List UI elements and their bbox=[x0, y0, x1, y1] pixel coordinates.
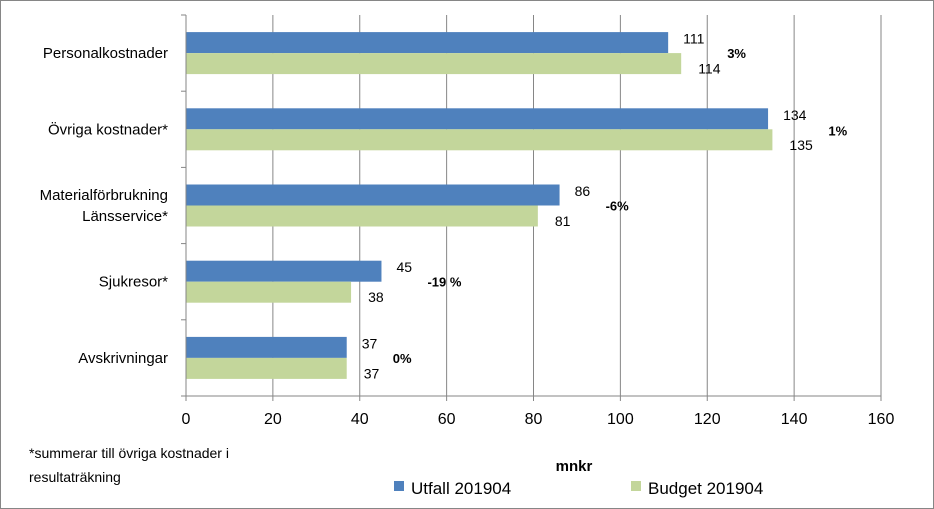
bar-budget bbox=[186, 281, 352, 303]
bar-utfall bbox=[186, 260, 382, 282]
legend-swatch-utfall bbox=[394, 481, 404, 491]
data-label: 38 bbox=[368, 289, 384, 305]
bar-utfall bbox=[186, 336, 347, 358]
x-tick-label: 0 bbox=[182, 411, 191, 428]
data-label: 45 bbox=[396, 259, 412, 275]
bar-budget bbox=[186, 53, 682, 75]
x-tick-label: 100 bbox=[607, 411, 634, 428]
category-label: Sjukresor* bbox=[99, 274, 168, 291]
category-label: Materialförbrukning bbox=[40, 187, 168, 204]
category-label: Personalkostnader bbox=[43, 45, 168, 62]
legend-label-budget: Budget 201904 bbox=[648, 479, 763, 498]
bar-budget bbox=[186, 129, 773, 151]
percent-label: 0% bbox=[393, 351, 412, 366]
data-label: 81 bbox=[555, 213, 571, 229]
data-label: 37 bbox=[362, 335, 378, 351]
legend: Utfall 201904 Budget 201904 bbox=[394, 479, 763, 498]
footnote-line-1: *summerar till övriga kostnader i bbox=[29, 445, 229, 461]
percent-label: 3% bbox=[727, 46, 746, 61]
percent-label: -6% bbox=[606, 199, 630, 214]
legend-swatch-budget bbox=[631, 481, 641, 491]
bar-budget bbox=[186, 357, 347, 379]
bar-utfall bbox=[186, 184, 560, 206]
category-label: Övriga kostnader* bbox=[48, 120, 168, 138]
data-label: 37 bbox=[364, 365, 380, 381]
axis bbox=[181, 14, 882, 401]
bar-utfall bbox=[186, 32, 669, 54]
data-label: 135 bbox=[789, 137, 813, 153]
category-label: Länsservice* bbox=[82, 208, 168, 225]
x-tick-label: 120 bbox=[694, 411, 721, 428]
data-label: 86 bbox=[575, 183, 591, 199]
x-tick-label: 20 bbox=[264, 411, 282, 428]
x-tick-label: 160 bbox=[868, 411, 895, 428]
x-tick-label: 40 bbox=[351, 411, 369, 428]
category-label: Avskrivningar bbox=[78, 350, 168, 367]
labels: 0 20 40 60 80 100 120 140 160 Personalkostnader 11… bbox=[40, 31, 895, 428]
x-tick-label: 80 bbox=[525, 411, 543, 428]
x-tick-label: 140 bbox=[781, 411, 808, 428]
x-axis-label: mnkr bbox=[556, 458, 593, 475]
bar-budget bbox=[186, 205, 538, 227]
data-label: 114 bbox=[698, 61, 721, 77]
data-label: 134 bbox=[783, 107, 807, 123]
percent-label: 1% bbox=[828, 123, 847, 138]
x-tick-label: 60 bbox=[438, 411, 456, 428]
bar-utfall bbox=[186, 108, 769, 130]
percent-label: -19 % bbox=[427, 275, 461, 290]
data-label: 111 bbox=[683, 31, 704, 47]
footnote-line-2: resultaträkning bbox=[29, 469, 121, 485]
legend-label-utfall: Utfall 201904 bbox=[411, 479, 511, 498]
bars bbox=[186, 32, 773, 379]
